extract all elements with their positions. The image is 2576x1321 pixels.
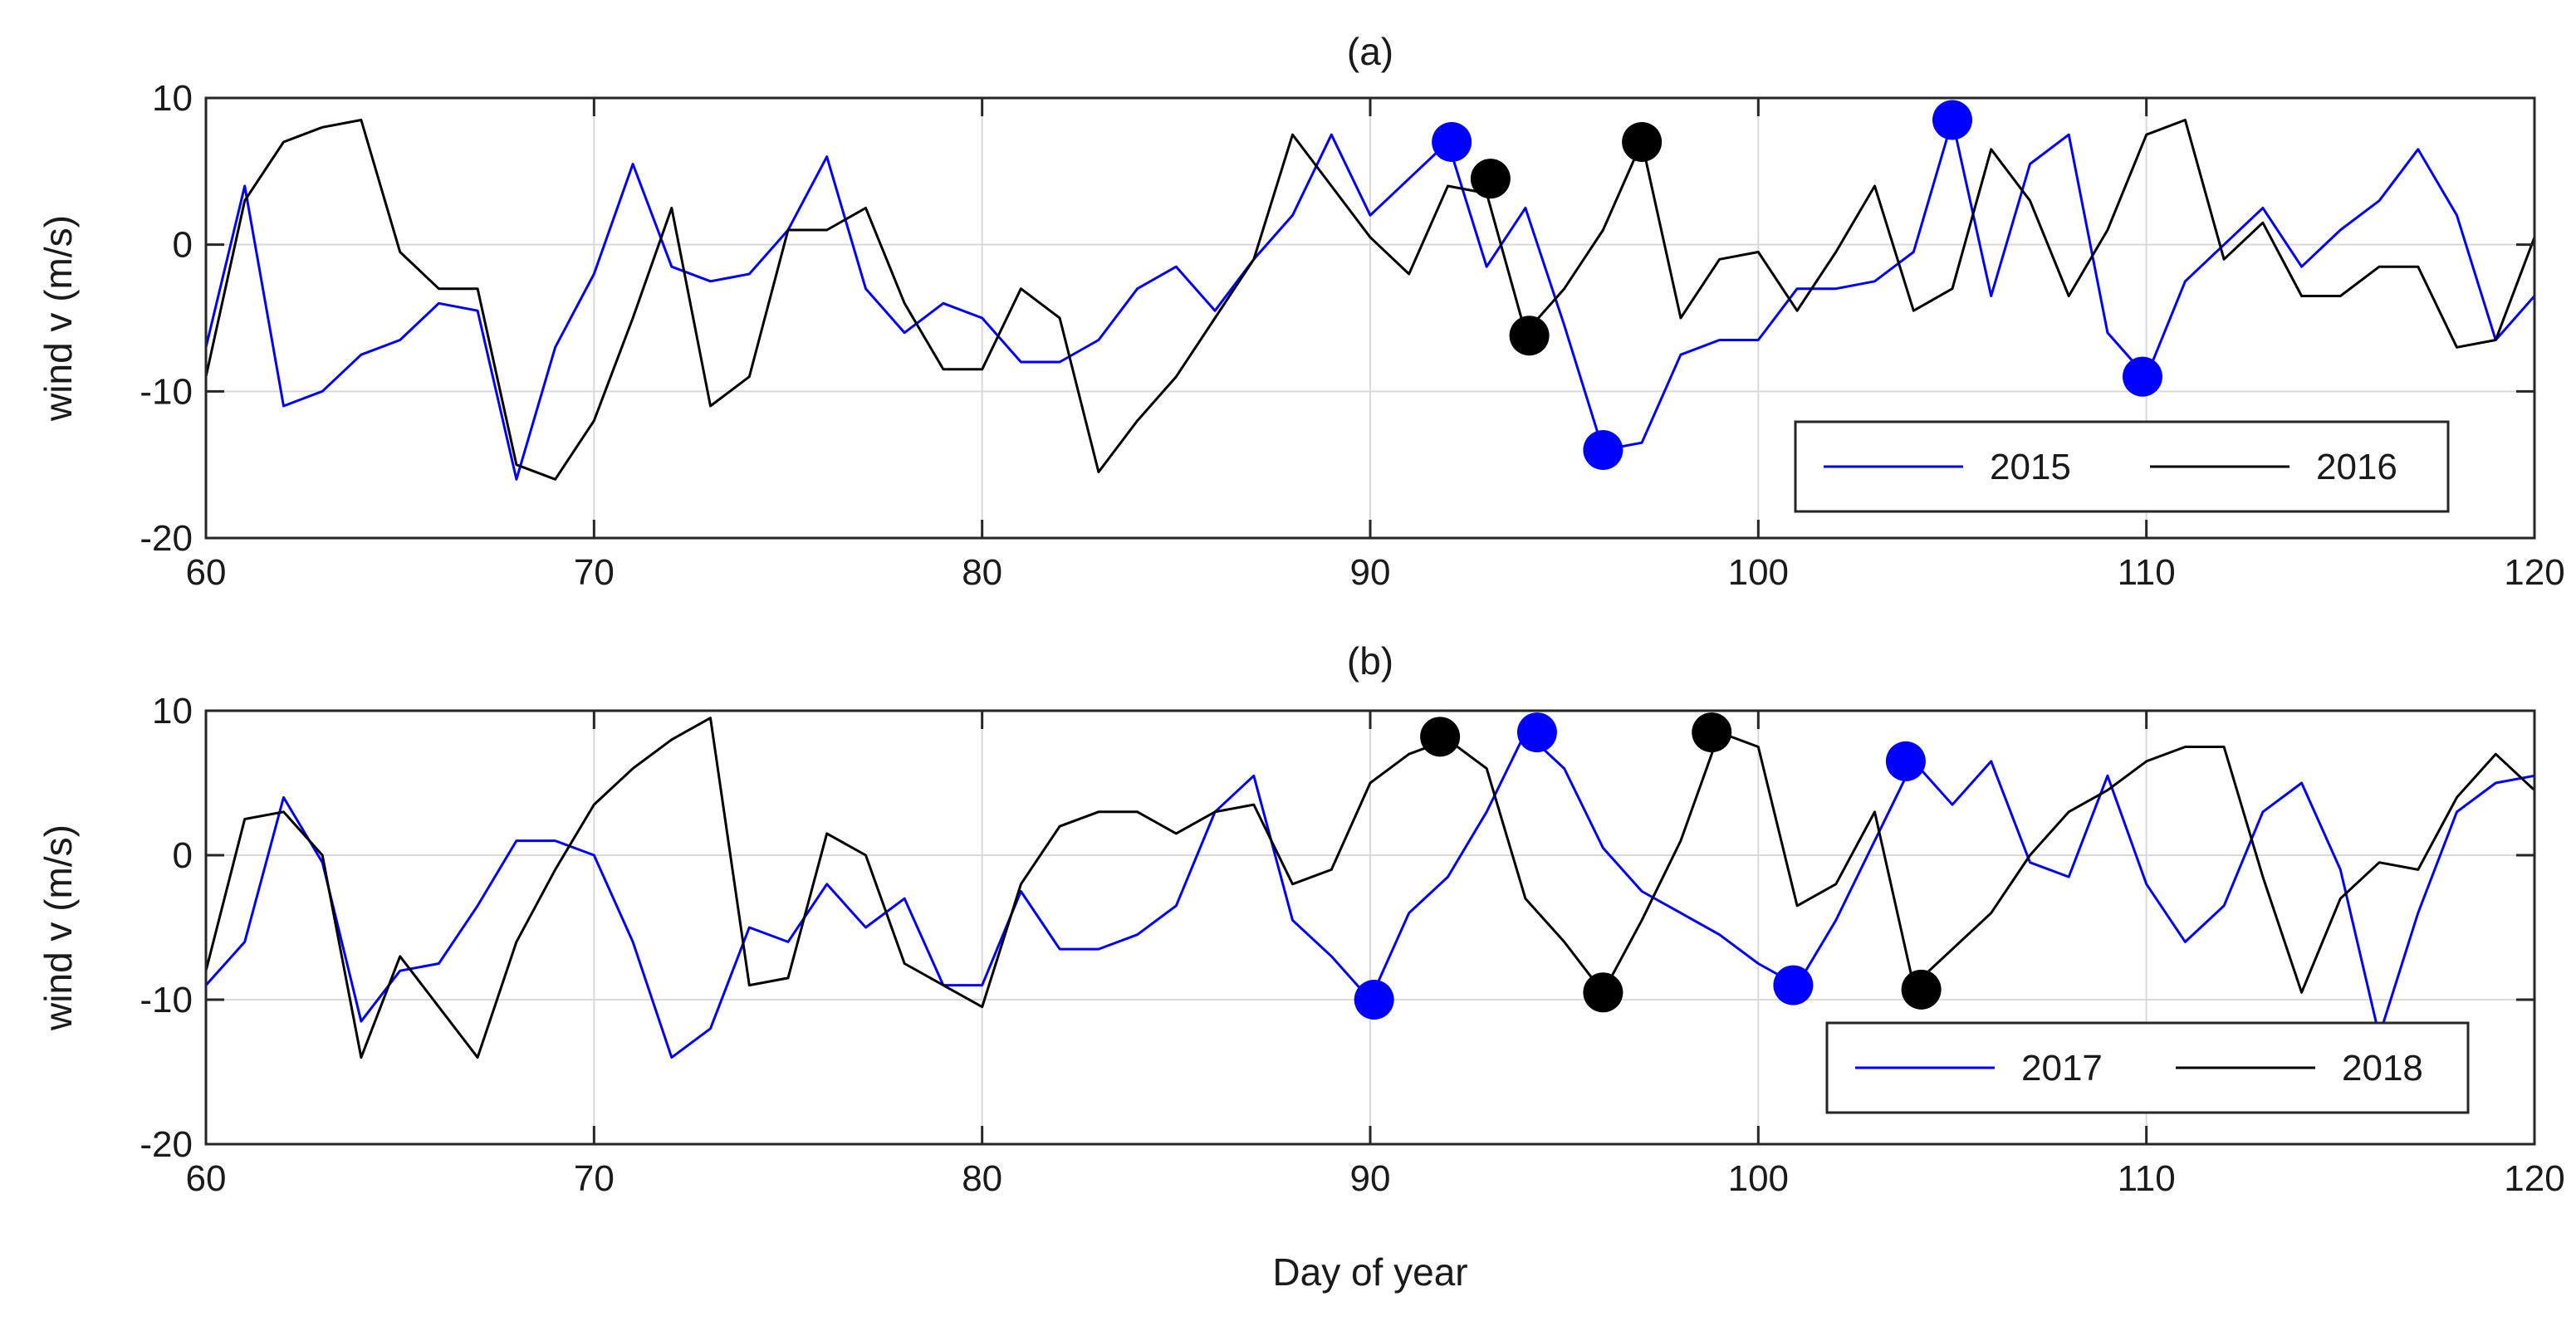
marker-2017-1 [1354,980,1394,1020]
series-line-2018 [204,717,2536,1059]
legend-label-2018: 2018 [2342,1048,2423,1089]
marker-2015-1 [1432,122,1472,162]
x-tick-label-a-120: 120 [2504,552,2564,593]
series-line-2016 [204,119,2536,481]
y-tick-label-a-10: 10 [152,78,193,119]
x-tick-label-a-100: 100 [1728,552,1789,593]
marker-2015-3 [1932,100,1972,140]
marker-2018-4 [1901,969,1942,1010]
marker-2017-4 [1885,741,1926,781]
panel-a: 60 70 80 90 100 110 120 -20 -10 0 10 (a) wind v (m/s… [37,30,2565,593]
x-tick-label-a-80: 80 [962,552,1002,593]
x-tick-label-b-80: 80 [962,1158,1002,1199]
legend-label-2015: 2015 [1990,447,2071,487]
marker-2018-1 [1420,717,1461,757]
marker-2018-3 [1692,712,1732,753]
y-axis-label-a: wind v (m/s) [37,215,80,422]
y-tick-label-b-0: 0 [173,835,193,876]
y-axis-label-b: wind v (m/s) [37,824,80,1031]
x-tick-label-b-110: 110 [2118,1158,2176,1199]
marker-2016-3 [1622,122,1663,162]
marker-2017-3 [1773,965,1814,1005]
y-tick-label-b--20: -20 [140,1124,193,1165]
marker-2016-2 [1509,316,1550,356]
y-tick-label-b-10: 10 [152,691,193,731]
x-tick-label-a-110: 110 [2118,552,2176,593]
y-tick-label-a-0: 0 [173,225,193,266]
legend-label-2017: 2017 [2021,1048,2103,1089]
marker-2015-2 [1583,430,1623,470]
x-tick-label-b-60: 60 [186,1158,227,1199]
x-tick-label-b-70: 70 [574,1158,615,1199]
legend-label-2016: 2016 [2316,447,2397,487]
marker-2016-1 [1470,159,1511,199]
marker-2015-4 [2122,356,2162,397]
y-tick-label-b--10: -10 [140,980,193,1020]
panel-b: 60 70 80 90 100 110 120 -20 -10 0 10 (b) wind v (m/s… [37,639,2565,1294]
x-tick-label-a-90: 90 [1350,552,1391,593]
x-axis-label-b: Day of year [1272,1250,1467,1294]
x-tick-label-a-70: 70 [574,552,615,593]
y-tick-label-a--10: -10 [140,371,193,412]
x-tick-label-b-120: 120 [2504,1158,2564,1199]
x-tick-label-a-60: 60 [186,552,227,593]
marker-2017-2 [1516,712,1557,753]
x-tick-label-b-90: 90 [1350,1158,1391,1199]
panel-title-b: (b) [1347,639,1393,683]
panel-title-a: (a) [1347,30,1393,73]
x-tick-label-b-100: 100 [1728,1158,1789,1199]
y-tick-label-a--20: -20 [140,518,193,559]
marker-2018-2 [1583,972,1623,1013]
